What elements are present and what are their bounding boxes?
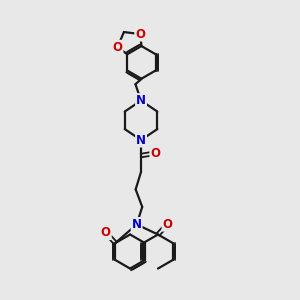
Text: O: O [163,218,172,231]
Text: O: O [135,28,145,40]
Text: N: N [132,218,142,231]
Text: O: O [150,147,161,160]
Text: O: O [101,226,111,239]
Text: N: N [136,134,146,146]
Text: N: N [136,94,146,107]
Text: O: O [112,41,122,54]
